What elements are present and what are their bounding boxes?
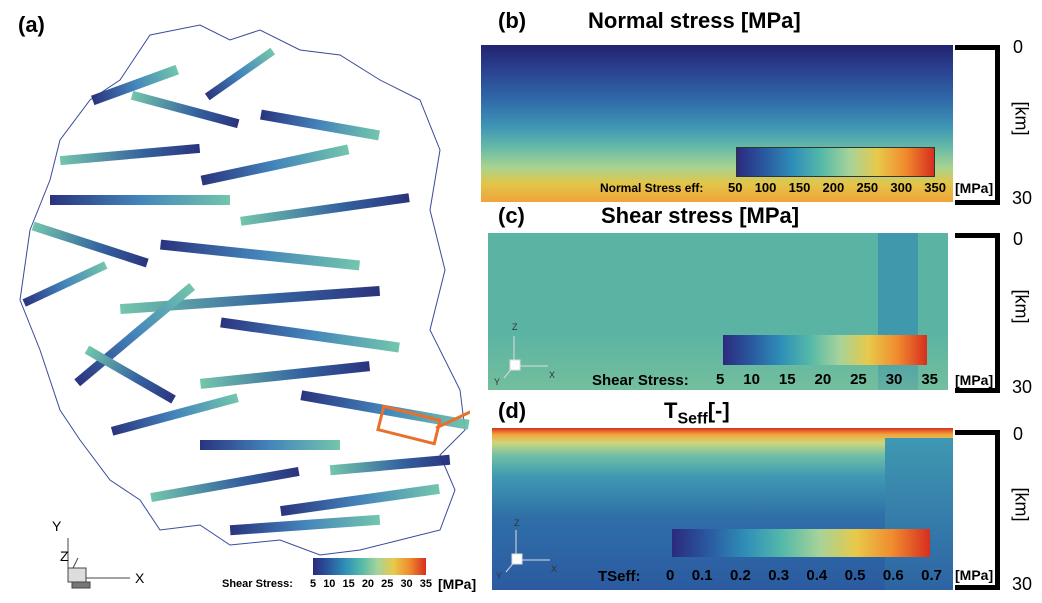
axis-y-label-d: Y bbox=[496, 571, 503, 581]
colorbar-c-tick: 15 bbox=[778, 371, 796, 388]
colorbar-a-unit: [MPa] bbox=[438, 576, 477, 592]
colorbar-d-tick: 0.1 bbox=[691, 567, 713, 584]
colorbar-a-ticks: 5 10 15 20 25 30 35 bbox=[310, 578, 432, 590]
axis-x-label-d: X bbox=[551, 564, 558, 574]
colorbar-b-tick: 300 bbox=[890, 180, 913, 195]
colorbar-a bbox=[313, 558, 426, 575]
depth-top-c: 0 bbox=[1013, 229, 1024, 249]
axis-z-label-d: Z bbox=[514, 518, 520, 528]
colorbar-c-tick: 20 bbox=[814, 371, 832, 388]
colorbar-a-tick: 25 bbox=[381, 578, 394, 590]
colorbar-a-tick: 35 bbox=[419, 578, 432, 590]
colorbar-b-tick: 250 bbox=[856, 180, 879, 195]
colorbar-c-label: Shear Stress: bbox=[592, 372, 689, 389]
country-outline bbox=[19, 24, 466, 556]
colorbar-b bbox=[736, 147, 935, 177]
depth-unit-b: [km] bbox=[1011, 101, 1032, 136]
colorbar-d-unit: [MPa] bbox=[955, 567, 994, 583]
panel-d-title-suffix: [-] bbox=[707, 398, 730, 423]
colorbar-d-ticks: 0 0.1 0.2 0.3 0.4 0.5 0.6 0.7 bbox=[666, 567, 942, 584]
panel-d-title: TSeff[-] bbox=[664, 398, 730, 428]
colorbar-a-tick: 5 bbox=[310, 578, 317, 590]
colorbar-c-unit: [MPa] bbox=[955, 372, 994, 388]
colorbar-d-tick: 0.2 bbox=[729, 567, 751, 584]
colorbar-d bbox=[672, 529, 930, 557]
colorbar-b-tick: 350 bbox=[924, 180, 946, 195]
fault-strips bbox=[22, 47, 470, 536]
colorbar-b-label: Normal Stress eff: bbox=[600, 181, 704, 195]
panel-c-label: (c) bbox=[498, 203, 525, 228]
callout-box bbox=[376, 404, 442, 446]
colorbar-c-tick: 25 bbox=[850, 371, 867, 388]
panel-b-label: (b) bbox=[498, 8, 527, 33]
colorbar-b-tick: 100 bbox=[754, 180, 777, 195]
colorbar-b-unit: [MPa] bbox=[955, 180, 994, 196]
depth-top-b: 0 bbox=[1013, 37, 1024, 57]
colorbar-a-tick: 10 bbox=[323, 578, 336, 590]
depth-bottom-d: 30 bbox=[1012, 574, 1033, 594]
colorbar-d-tick: 0 bbox=[666, 567, 675, 584]
fault-map bbox=[19, 24, 470, 589]
colorbar-a-tick: 15 bbox=[342, 578, 355, 590]
panel-c-title: Shear stress [MPa] bbox=[601, 203, 800, 228]
depth-bracket-b bbox=[955, 45, 1000, 205]
depth-bracket-d bbox=[955, 430, 1000, 590]
colorbar-d-label: TSeff: bbox=[598, 568, 641, 585]
colorbar-b-tick: 200 bbox=[822, 180, 845, 195]
colorbar-d-tick: 0.5 bbox=[844, 567, 866, 584]
axis-y-label-c: Y bbox=[494, 377, 501, 387]
axis-y-label-a: Y bbox=[52, 518, 62, 534]
panel-b-title: Normal stress [MPa] bbox=[588, 8, 801, 33]
axis-triad-d bbox=[505, 530, 550, 573]
depth-unit-d: [km] bbox=[1011, 487, 1032, 522]
axis-triad-c bbox=[503, 336, 548, 379]
axis-z-label-c: Z bbox=[512, 322, 518, 332]
colorbar-d-tick: 0.3 bbox=[768, 567, 790, 584]
panel-d-label: (d) bbox=[498, 398, 527, 423]
colorbar-d-tick: 0.4 bbox=[806, 567, 828, 584]
colorbar-a-tick: 30 bbox=[400, 578, 413, 590]
colorbar-a-label: Shear Stress: bbox=[222, 578, 293, 590]
depth-bottom-c: 30 bbox=[1012, 377, 1033, 397]
tseff-dark-band bbox=[885, 438, 953, 590]
colorbar-c-tick: 35 bbox=[921, 371, 938, 388]
depth-top-d: 0 bbox=[1013, 424, 1024, 444]
depth-bracket-c bbox=[955, 233, 1000, 393]
colorbar-c bbox=[723, 335, 927, 365]
colorbar-c-tick: 30 bbox=[885, 371, 903, 388]
axis-z-label-a: Z bbox=[60, 548, 69, 564]
depth-unit-c: [km] bbox=[1011, 289, 1032, 324]
colorbar-d-tick: 0.6 bbox=[882, 567, 904, 584]
colorbar-a-tick: 20 bbox=[361, 578, 375, 590]
colorbar-d-tick: 0.7 bbox=[921, 567, 942, 584]
normal-stress-section bbox=[481, 45, 953, 202]
shear-stress-section bbox=[488, 233, 948, 390]
panel-d-title-sub: Seff bbox=[677, 410, 708, 428]
colorbar-b-tick: 50 bbox=[728, 180, 743, 195]
colorbar-c-ticks: 5 10 15 20 25 30 35 bbox=[716, 371, 938, 388]
colorbar-c-tick: 10 bbox=[743, 371, 760, 388]
callout-line bbox=[435, 410, 470, 430]
depth-bottom-b: 30 bbox=[1012, 188, 1033, 208]
tseff-section bbox=[492, 428, 953, 590]
axis-x-label-a: X bbox=[135, 570, 145, 586]
panel-d-title-main: T bbox=[664, 398, 678, 423]
colorbar-c-tick: 5 bbox=[716, 371, 725, 388]
axis-x-label-c: X bbox=[549, 370, 556, 380]
colorbar-b-tick: 150 bbox=[788, 180, 811, 195]
panel-a-label: (a) bbox=[18, 12, 45, 37]
axis-triad-a bbox=[67, 538, 130, 589]
colorbar-b-ticks: 50 100 150 200 250 300 350 bbox=[728, 180, 946, 195]
